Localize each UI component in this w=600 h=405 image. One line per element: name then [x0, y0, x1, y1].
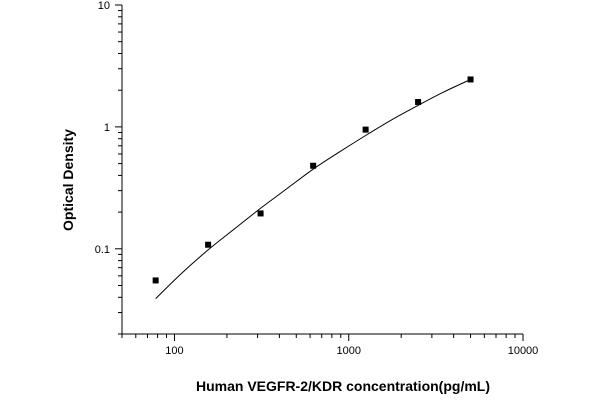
x-tick-label: 100: [165, 345, 183, 357]
data-point: [310, 162, 317, 169]
data-point: [415, 99, 422, 106]
major-ticks: [115, 4, 524, 341]
data-point: [257, 210, 264, 217]
x-axis-title: Human VEGFR-2/KDR concentration(pg/mL): [196, 378, 490, 394]
y-tick-label: 0.1: [95, 244, 110, 256]
x-tick-label: 1000: [336, 345, 360, 357]
y-tick-label: 1: [104, 122, 110, 134]
tick-labels: 100 1000 10000 0.1 1 10: [95, 0, 539, 357]
data-points: [152, 76, 474, 284]
data-point: [362, 126, 369, 133]
data-point: [467, 76, 474, 83]
x-tick-label: 10000: [508, 345, 539, 357]
y-tick-label: 10: [98, 0, 110, 12]
y-axis-title: Optical Density: [60, 129, 76, 231]
minor-ticks: [118, 10, 516, 338]
data-point: [152, 277, 159, 284]
fit-curve: [155, 79, 471, 300]
data-point: [205, 241, 212, 248]
